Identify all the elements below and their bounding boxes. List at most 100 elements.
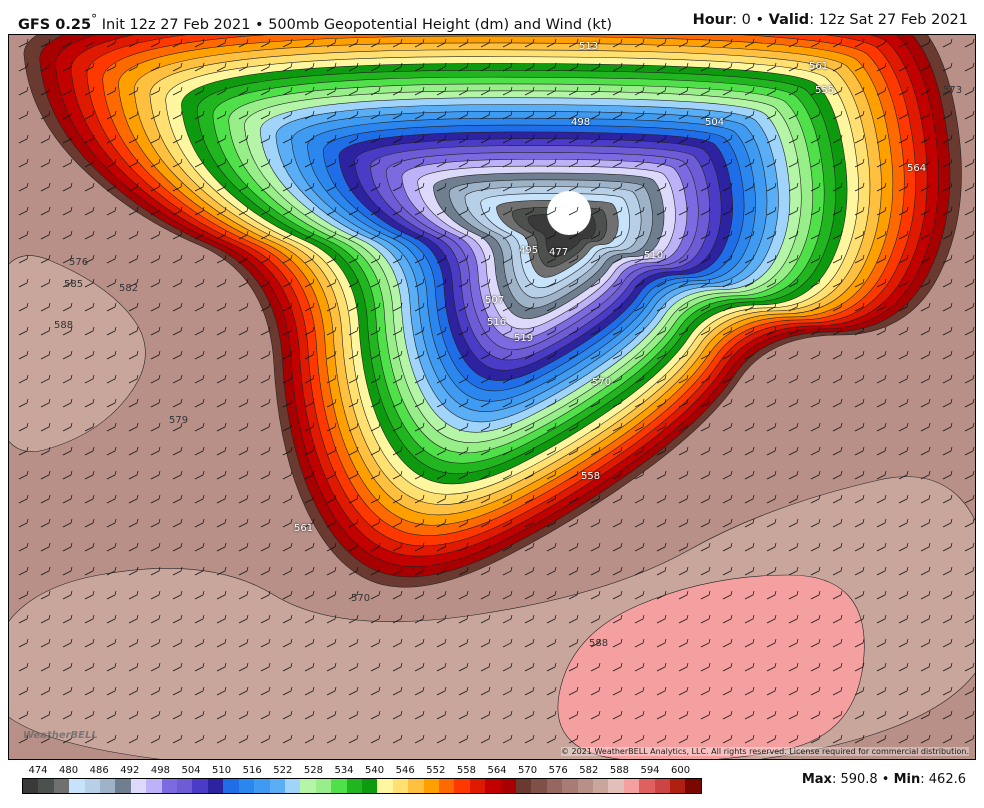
wind-barb <box>920 398 931 408</box>
wind-barb <box>348 662 359 672</box>
wind-barb <box>964 110 975 120</box>
wind-barb <box>392 398 403 408</box>
wind-barb <box>524 422 535 432</box>
wind-barb <box>84 182 95 192</box>
wind-barb <box>942 134 953 144</box>
contour-label: 561 <box>809 61 829 72</box>
wind-barb <box>766 686 777 696</box>
wind-barb <box>172 710 183 720</box>
hour-label: Hour <box>692 12 733 28</box>
wind-barb <box>62 686 73 696</box>
wind-barb <box>898 302 909 312</box>
wind-barb <box>810 86 821 96</box>
wind-barb <box>480 62 491 72</box>
wind-barb <box>678 614 689 624</box>
colorbar-swatch <box>300 779 316 793</box>
wind-barb <box>876 710 887 720</box>
wind-barb <box>964 62 975 72</box>
wind-barb <box>150 638 161 648</box>
wind-barb <box>304 182 315 192</box>
wind-barb <box>150 206 161 216</box>
wind-barb <box>568 326 579 336</box>
wind-barb <box>458 614 469 624</box>
wind-barb <box>62 38 73 48</box>
wind-barb <box>392 734 403 744</box>
wind-barb <box>766 158 777 168</box>
wind-barb <box>546 662 557 672</box>
wind-barb <box>920 614 931 624</box>
wind-barb <box>326 470 337 480</box>
wind-barb <box>326 134 337 144</box>
wind-barb <box>260 206 271 216</box>
wind-barb <box>546 422 557 432</box>
wind-barb <box>590 662 601 672</box>
wind-barb <box>62 62 73 72</box>
wind-barb <box>568 302 579 312</box>
wind-barb <box>128 110 139 120</box>
wind-barb <box>832 374 843 384</box>
wind-barb <box>656 182 667 192</box>
wind-barb <box>62 254 73 264</box>
wind-barb <box>414 326 425 336</box>
wind-barb <box>370 518 381 528</box>
wind-barb <box>766 542 777 552</box>
wind-barb <box>150 230 161 240</box>
wind-barb <box>612 110 623 120</box>
wind-barb <box>370 614 381 624</box>
wind-barb <box>172 638 183 648</box>
wind-barb <box>480 590 491 600</box>
wind-barb <box>942 62 953 72</box>
wind-barb <box>854 422 865 432</box>
wind-barb <box>678 446 689 456</box>
wind-barb <box>568 182 579 192</box>
wind-barb <box>590 734 601 744</box>
wind-barb <box>832 710 843 720</box>
wind-barb <box>84 686 95 696</box>
wind-barb <box>260 710 271 720</box>
wind-barb <box>480 710 491 720</box>
wind-barb <box>62 446 73 456</box>
wind-barb <box>502 518 513 528</box>
wind-barb <box>722 398 733 408</box>
wind-barb <box>348 134 359 144</box>
colorbar-label: 522 <box>273 765 293 776</box>
wind-barb <box>744 374 755 384</box>
wind-barb <box>766 302 777 312</box>
wind-barb <box>480 230 491 240</box>
wind-barb <box>304 542 315 552</box>
wind-barb <box>524 662 535 672</box>
wind-barb <box>326 662 337 672</box>
wind-barb <box>106 422 117 432</box>
colorbar-swatch <box>562 779 578 793</box>
wind-barb <box>128 566 139 576</box>
colorbar-swatch <box>38 779 54 793</box>
wind-barb <box>40 422 51 432</box>
wind-barb <box>62 230 73 240</box>
wind-barb <box>84 110 95 120</box>
wind-barb <box>788 734 799 744</box>
colorbar-label: 492 <box>120 765 140 776</box>
wind-barb <box>612 374 623 384</box>
wind-barb <box>590 350 601 360</box>
wind-barb <box>634 422 645 432</box>
wind-barb <box>700 470 711 480</box>
wind-barb <box>876 470 887 480</box>
wind-barb <box>876 374 887 384</box>
weather-map[interactable]: 588 585 582 576 579 570 561 558 573 564 561 555 507 5… <box>8 34 976 760</box>
wind-barb <box>898 230 909 240</box>
wind-barb <box>172 62 183 72</box>
wind-barb <box>458 638 469 648</box>
wind-barb <box>920 278 931 288</box>
wind-barb <box>568 734 579 744</box>
wind-barb <box>392 590 403 600</box>
wind-barb <box>84 302 95 312</box>
wind-barb <box>612 494 623 504</box>
wind-barb <box>766 326 777 336</box>
wind-barb <box>348 518 359 528</box>
wind-barb <box>18 686 29 696</box>
wind-barb <box>876 518 887 528</box>
wind-barb <box>700 254 711 264</box>
wind-barb <box>282 158 293 168</box>
wind-barb <box>678 110 689 120</box>
wind-barb <box>106 590 117 600</box>
